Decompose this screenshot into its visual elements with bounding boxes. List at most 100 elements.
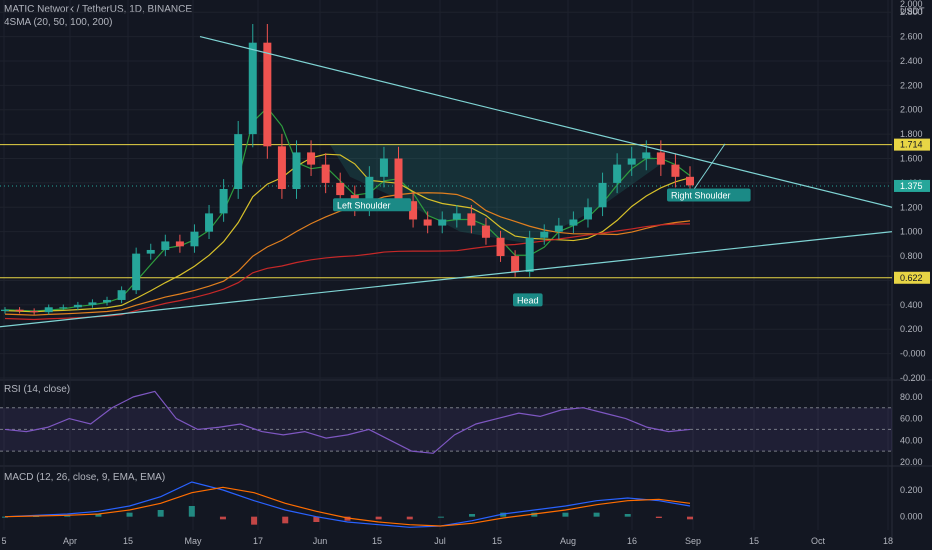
projection-line	[689, 143, 726, 196]
price-axis-badge-label: 0.622	[900, 273, 923, 283]
y-tick-label: 2.400	[900, 56, 923, 66]
candle-body	[219, 189, 228, 214]
candle-body	[30, 310, 39, 313]
macd-histogram-bar	[593, 512, 600, 517]
candle-body	[205, 213, 214, 232]
x-tick-label: 15	[492, 536, 502, 546]
candle-body	[321, 164, 330, 183]
rsi-line	[4, 390, 691, 454]
candle-body	[481, 225, 490, 238]
x-tick-label: Jun	[313, 536, 328, 546]
chart-title: MATIC Network / TetherUS, 1D, BINANCE	[4, 4, 193, 15]
candle-body	[467, 213, 476, 226]
candle-body	[452, 213, 461, 220]
candle-body	[525, 237, 534, 272]
pattern-annotation-label: Left Shoulder	[337, 200, 391, 210]
macd-line	[4, 481, 691, 528]
rsi-tick-label: 80.00	[900, 392, 923, 402]
candle-body	[234, 134, 243, 189]
y-tick-label: -0.000	[900, 349, 926, 359]
candle-body	[88, 302, 97, 305]
x-tick-label: Aug	[560, 536, 576, 546]
macd-histogram-bar	[531, 512, 538, 517]
macd-histogram-bar	[437, 516, 444, 518]
pattern-annotation-badge	[513, 293, 543, 307]
candle-body	[73, 304, 82, 308]
y-tick-label: 2.000	[900, 0, 923, 9]
price-axis-badge-label: 1.375	[900, 181, 923, 191]
y-tick-label: 1.000	[900, 227, 923, 237]
macd-histogram-bar	[406, 516, 413, 520]
macd-histogram-bar	[126, 512, 133, 517]
candle-body	[59, 307, 68, 309]
macd-histogram-bar	[344, 516, 351, 521]
candle-body	[409, 201, 418, 220]
candle-body	[627, 158, 636, 165]
macd-histogram-bar	[313, 516, 320, 522]
x-tick-label: Apr	[63, 536, 77, 546]
candle-body	[336, 182, 345, 196]
y-tick-label: 0.800	[900, 251, 923, 261]
candle-body	[292, 152, 301, 189]
pattern-annotation-label: Right Shoulder	[671, 191, 731, 201]
x-tick-label: 17	[253, 536, 263, 546]
rsi-tick-label: 40.00	[900, 435, 923, 445]
y-tick-label: 1.600	[900, 154, 923, 164]
descending-trendline	[199, 35, 893, 208]
candle-body	[554, 225, 563, 232]
candle-body	[438, 219, 447, 226]
y-tick-label: 2.800	[900, 7, 923, 17]
x-tick-label: Oct	[811, 536, 826, 546]
price-axis-badge	[894, 179, 930, 192]
macd-histogram-bar	[655, 516, 662, 518]
sma-legend: 4SMA (20, 50, 100, 200)	[4, 17, 113, 28]
candle-body	[540, 231, 549, 238]
ascending-trendline	[0, 231, 893, 328]
x-tick-label: Jul	[434, 536, 446, 546]
x-tick-label: 15	[123, 536, 133, 546]
price-axis-badge-label: 1.714	[900, 140, 923, 150]
candle-body	[263, 42, 272, 147]
macd-histogram-bar	[251, 516, 258, 525]
macd-signal-line	[4, 486, 691, 527]
candle-body	[379, 158, 388, 177]
pattern-annotation-badge	[667, 188, 751, 202]
macd-tick-label: 0.200	[900, 485, 923, 495]
pattern-annotation-badge	[333, 198, 412, 212]
macd-histogram-bar	[469, 514, 476, 517]
macd-tick-label: 0.000	[900, 512, 923, 522]
candle-body	[569, 219, 578, 226]
candle-body	[671, 164, 680, 177]
rsi-tick-label: 60.00	[900, 414, 923, 424]
y-tick-label: -0.200	[900, 373, 926, 383]
y-tick-label: 2.200	[900, 80, 923, 90]
x-tick-label: 5	[1, 536, 6, 546]
x-tick-label: 16	[627, 536, 637, 546]
x-tick-label: 15	[749, 536, 759, 546]
pattern-fill	[330, 144, 660, 244]
candle-body	[146, 249, 155, 254]
candle-body	[161, 241, 170, 250]
macd-histogram-bar	[64, 515, 71, 517]
candle-body	[1, 309, 9, 312]
candle-body	[248, 42, 257, 135]
macd-histogram-bar	[375, 516, 382, 520]
candle-body	[365, 176, 374, 208]
price-axis-badge	[894, 271, 930, 284]
price-axis-badge	[894, 138, 930, 151]
macd-histogram-bar	[282, 516, 289, 524]
y-tick-label: 1.800	[900, 129, 923, 139]
x-tick-label: May	[184, 536, 202, 546]
pattern-annotation-label: Head	[517, 295, 539, 305]
y-tick-label: 1.200	[900, 202, 923, 212]
x-tick-label: 18	[883, 536, 893, 546]
x-tick-label: 15	[372, 536, 382, 546]
macd-histogram-bar	[219, 516, 226, 520]
candle-body	[598, 182, 607, 208]
candle-body	[307, 152, 316, 165]
sma200-line	[4, 223, 691, 321]
candle-body	[642, 152, 651, 159]
macd-histogram-bar	[687, 516, 693, 520]
candle-body	[117, 290, 126, 300]
